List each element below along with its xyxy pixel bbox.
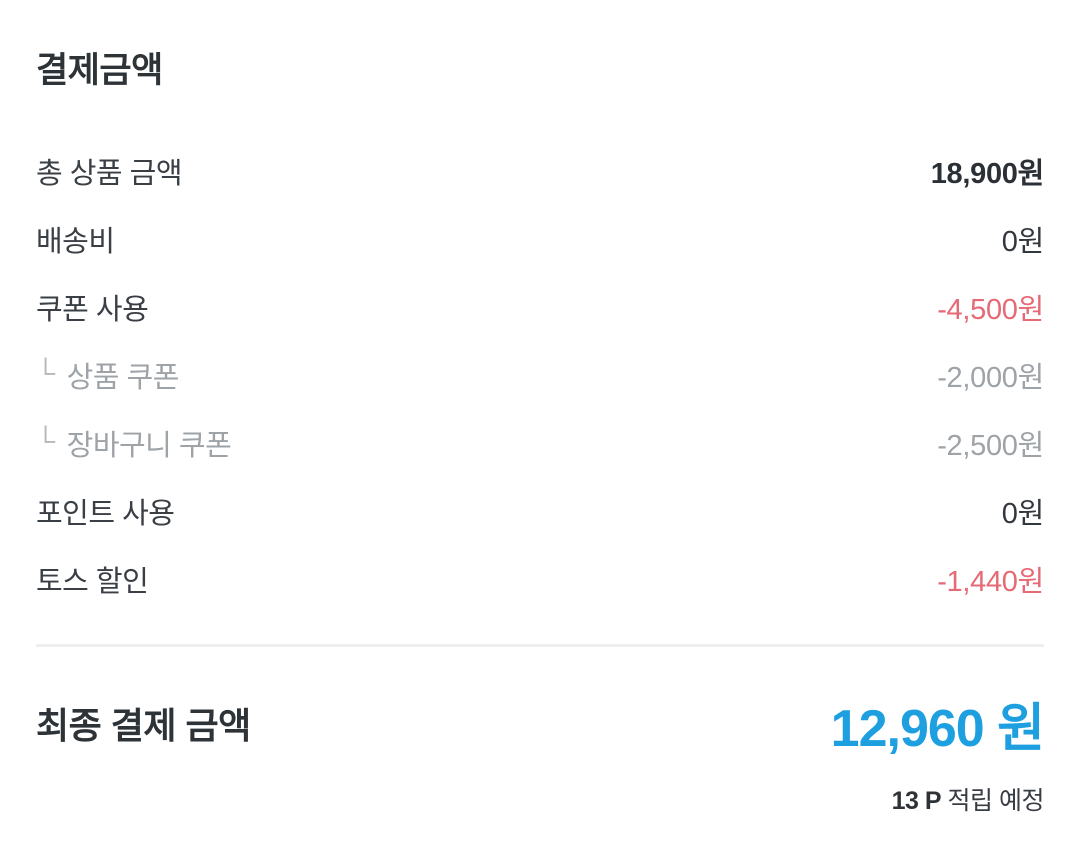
row-points-used: 포인트 사용 0원 <box>36 477 1044 545</box>
corner-branch-icon: └ <box>36 357 55 388</box>
row-total-product-amount: 총 상품 금액 18,900원 <box>36 137 1044 205</box>
final-payment-label: 최종 결제 금액 <box>36 705 251 746</box>
final-payment-row: 최종 결제 금액 12,960 원 <box>36 681 1045 765</box>
section-divider <box>36 644 1044 647</box>
row-value: 18,900원 <box>930 158 1045 190</box>
reward-note-text: 적립 예정 <box>941 787 1045 815</box>
row-label: 배송비 <box>36 226 115 258</box>
row-toss-discount: 토스 할인 -1,440원 <box>36 545 1044 613</box>
row-product-coupon: └ 상품 쿠폰 -2,000원 <box>36 341 1044 409</box>
row-label: 총 상품 금액 <box>36 158 183 190</box>
row-label: 토스 할인 <box>36 566 149 598</box>
points-reward-note: 13 P 적립 예정 <box>36 781 1045 817</box>
row-coupon-used: 쿠폰 사용 -4,500원 <box>36 273 1044 341</box>
price-breakdown-list: 총 상품 금액 18,900원 배송비 0원 쿠폰 사용 -4,500원 └ 상품… <box>36 137 1044 613</box>
sub-row-label-text: 장바구니 쿠폰 <box>66 430 232 462</box>
row-shipping-fee: 배송비 0원 <box>36 205 1044 273</box>
row-label: └ 상품 쿠폰 <box>36 354 179 396</box>
row-value: -4,500원 <box>937 294 1044 326</box>
payment-summary-panel: 결제금액 총 상품 금액 18,900원 배송비 0원 쿠폰 사용 -4,500… <box>0 42 1080 855</box>
row-cart-coupon: └ 장바구니 쿠폰 -2,500원 <box>36 409 1044 477</box>
final-payment-amount: 12,960 원 <box>830 699 1045 758</box>
corner-branch-icon: └ <box>36 425 55 456</box>
row-label: 쿠폰 사용 <box>36 294 149 326</box>
row-value: 0원 <box>1001 226 1045 258</box>
row-value: -1,440원 <box>937 566 1044 598</box>
sub-row-label-text: 상품 쿠폰 <box>66 362 180 394</box>
row-label: └ 장바구니 쿠폰 <box>36 422 232 464</box>
row-value: -2,500원 <box>937 430 1044 462</box>
row-label: 포인트 사용 <box>36 498 175 530</box>
row-value: 0원 <box>1001 498 1045 530</box>
reward-points-value: 13 P <box>891 787 942 815</box>
row-value: -2,000원 <box>937 362 1044 394</box>
section-title: 결제금액 <box>36 51 163 90</box>
